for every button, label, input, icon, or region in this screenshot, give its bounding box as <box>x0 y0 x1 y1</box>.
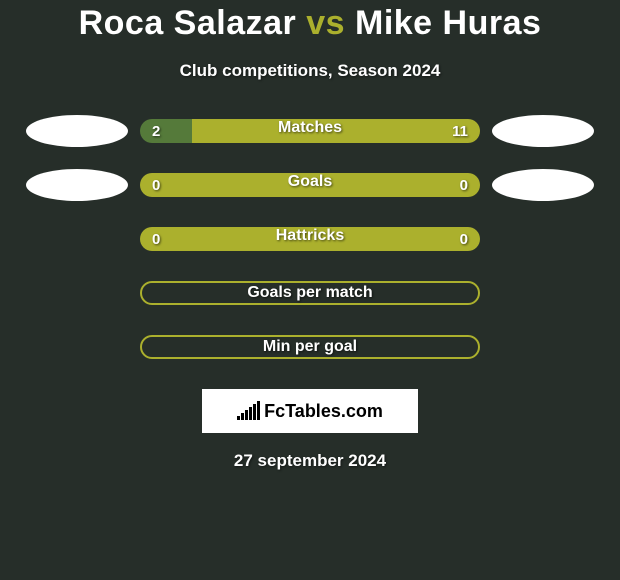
logo-bars-icon <box>237 402 260 420</box>
stat-bar-right: 0 <box>310 173 480 197</box>
date-text: 27 september 2024 <box>0 451 620 471</box>
stat-bar-right: 11 <box>192 119 480 143</box>
stat-row: 00Goals <box>0 169 620 201</box>
stat-label: Goals per match <box>247 284 372 302</box>
avatar-spacer <box>26 223 128 255</box>
stat-row: Goals per match <box>0 277 620 309</box>
player2-avatar <box>492 115 594 147</box>
comparison-infographic: Roca Salazar vs Mike Huras Club competit… <box>0 0 620 471</box>
stat-rows: 211Matches00Goals00HattricksGoals per ma… <box>0 115 620 363</box>
player1-avatar <box>26 169 128 201</box>
logo-box: FcTables.com <box>202 389 418 433</box>
stat-left-value: 0 <box>152 231 160 248</box>
stat-bar-outline: Min per goal <box>140 335 480 359</box>
avatar-spacer <box>492 223 594 255</box>
title: Roca Salazar vs Mike Huras <box>0 4 620 43</box>
avatar-spacer <box>492 331 594 363</box>
stat-label: Min per goal <box>263 338 357 356</box>
player2-avatar <box>492 169 594 201</box>
player2-name: Mike Huras <box>355 4 541 42</box>
player1-name: Roca Salazar <box>79 4 297 42</box>
stat-row: 00Hattricks <box>0 223 620 255</box>
stat-bar-left: 0 <box>140 173 310 197</box>
stat-bar-left: 0 <box>140 227 310 251</box>
stat-right-value: 0 <box>460 177 468 194</box>
stat-bar-left: 2 <box>140 119 192 143</box>
stat-right-value: 0 <box>460 231 468 248</box>
stat-row: 211Matches <box>0 115 620 147</box>
stat-bar: 00Hattricks <box>140 227 480 251</box>
stat-row: Min per goal <box>0 331 620 363</box>
subtitle: Club competitions, Season 2024 <box>0 61 620 81</box>
stat-right-value: 11 <box>452 123 468 140</box>
avatar-spacer <box>26 277 128 309</box>
stat-left-value: 2 <box>152 123 160 140</box>
player1-avatar <box>26 115 128 147</box>
stat-bar: 00Goals <box>140 173 480 197</box>
stat-bar: 211Matches <box>140 119 480 143</box>
stat-bar-outline: Goals per match <box>140 281 480 305</box>
stat-bar-right: 0 <box>310 227 480 251</box>
logo-text: FcTables.com <box>264 401 383 422</box>
avatar-spacer <box>26 331 128 363</box>
vs-text: vs <box>306 4 345 42</box>
avatar-spacer <box>492 277 594 309</box>
stat-left-value: 0 <box>152 177 160 194</box>
